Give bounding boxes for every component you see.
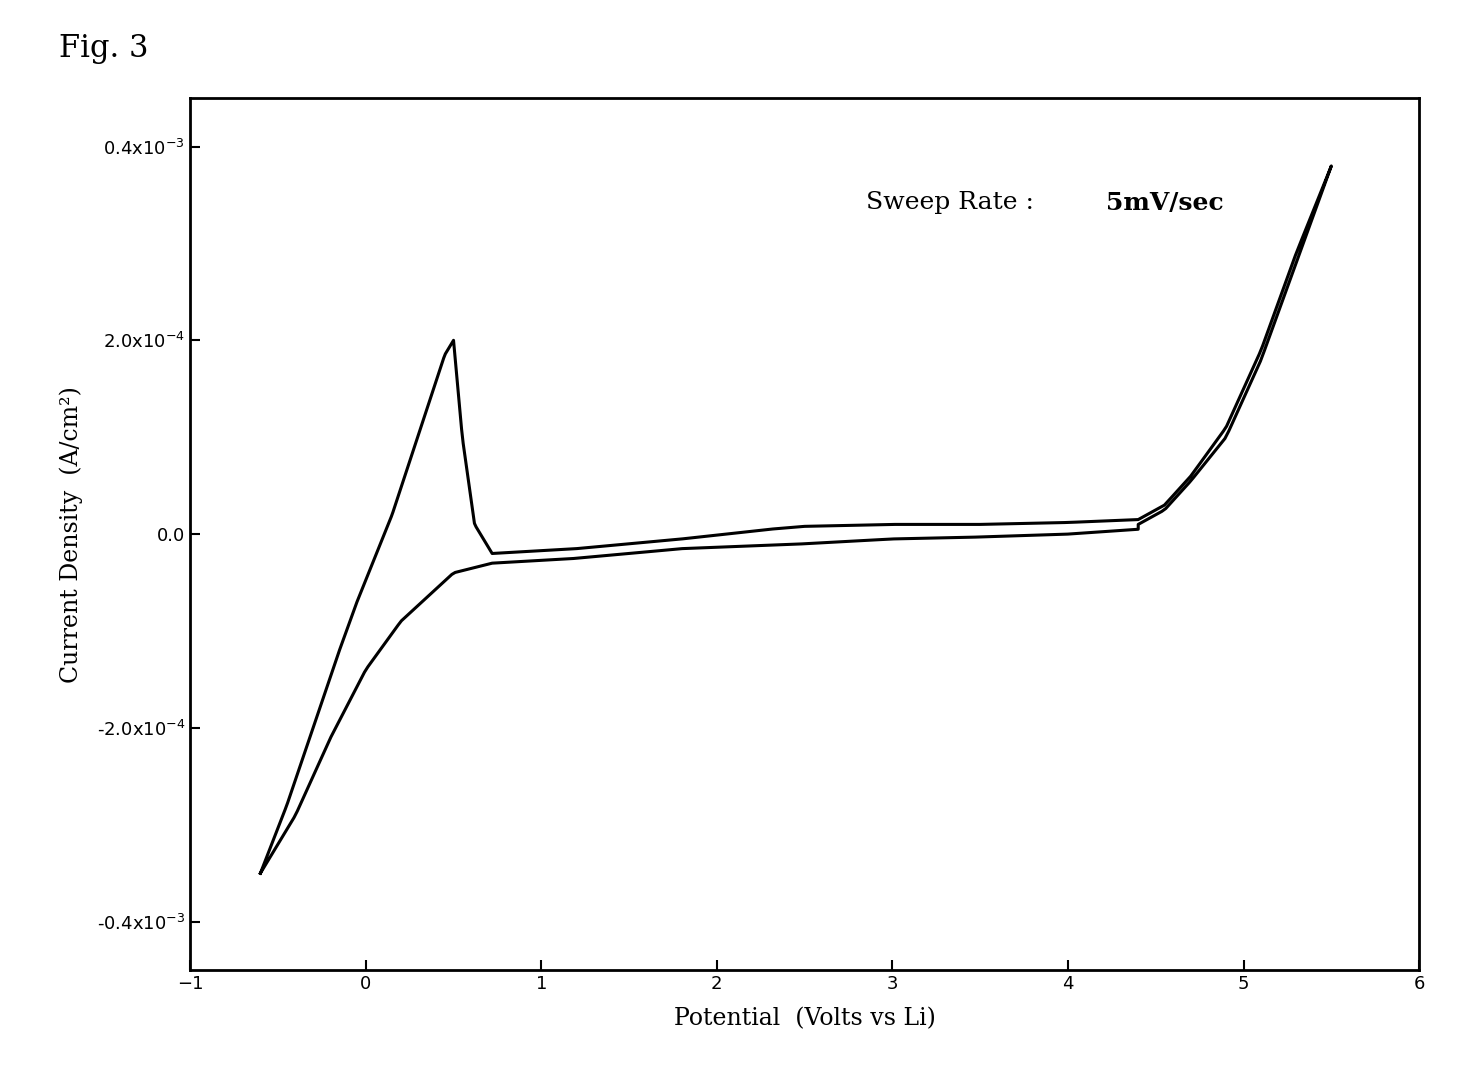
Text: 5mV/sec: 5mV/sec (1106, 191, 1223, 215)
Text: Sweep Rate :: Sweep Rate : (866, 191, 1042, 215)
Text: Fig. 3: Fig. 3 (59, 33, 148, 63)
Y-axis label: Current Density  (A/cm²): Current Density (A/cm²) (59, 386, 83, 682)
X-axis label: Potential  (Volts vs Li): Potential (Volts vs Li) (674, 1007, 935, 1030)
